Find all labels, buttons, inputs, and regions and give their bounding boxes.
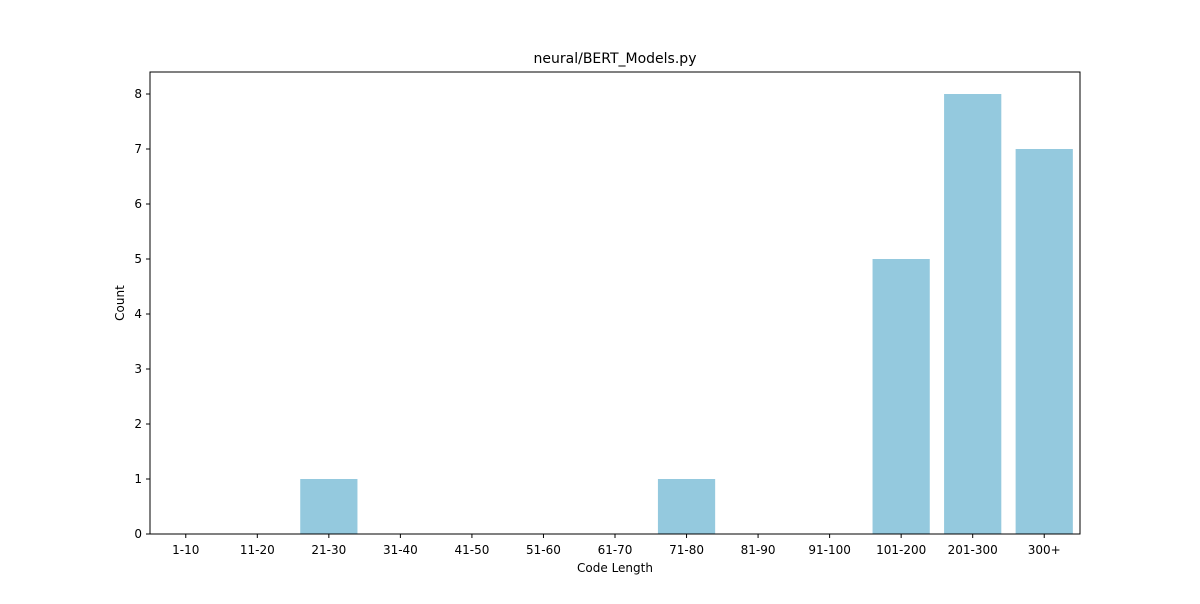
bars-group: [300, 94, 1073, 534]
bar-300+: [1015, 149, 1073, 534]
plot-frame: [149, 71, 1081, 535]
x-tick-label: 31-40: [383, 543, 418, 557]
y-tick-label: 4: [134, 307, 142, 321]
chart-title: neural/BERT_Models.py: [534, 51, 697, 67]
x-tick-label: 71-80: [669, 543, 704, 557]
x-tick-label: 91-100: [808, 543, 851, 557]
x-axis: 1-10 11-20 21-30 31-40 41-50 51-60 61-70 71-80 8…: [172, 534, 1061, 557]
y-tick-label: 8: [134, 87, 142, 101]
y-tick-label: 5: [134, 252, 142, 266]
x-tick-label: 41-50: [454, 543, 489, 557]
x-tick-label: 51-60: [526, 543, 561, 557]
x-tick-label: 1-10: [172, 543, 199, 557]
x-tick-label: 11-20: [240, 543, 275, 557]
bar-201-300: [944, 94, 1002, 534]
y-tick-label: 3: [134, 362, 142, 376]
bar-71-80: [657, 479, 716, 534]
y-axis-label: Count: [113, 285, 127, 321]
bar-101-200: [872, 259, 930, 534]
x-tick-label: 101-200: [876, 543, 926, 557]
x-tick-label: 300+: [1028, 543, 1061, 557]
y-tick-label: 0: [134, 527, 142, 541]
y-tick-label: 1: [134, 472, 142, 486]
x-tick-label: 21-30: [311, 543, 346, 557]
x-axis-label: Code Length: [577, 561, 653, 575]
y-tick-label: 2: [134, 417, 142, 431]
bar-21-30: [300, 479, 358, 534]
x-tick-label: 61-70: [598, 543, 633, 557]
x-tick-label: 81-90: [741, 543, 776, 557]
x-tick-label: 201-300: [948, 543, 998, 557]
y-tick-label: 6: [134, 197, 142, 211]
y-axis: 0 1 2 3 4 5 6 7 8: [134, 87, 150, 541]
y-tick-label: 7: [134, 142, 142, 156]
